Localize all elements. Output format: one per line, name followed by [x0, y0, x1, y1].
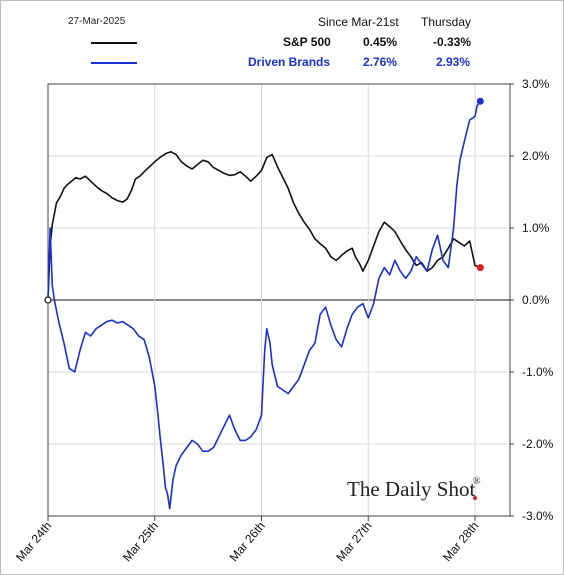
y-tick-label: -2.0% — [522, 437, 554, 451]
column-title-since: Since Mar-21st — [318, 15, 399, 29]
legend-since-sp500: 0.45% — [363, 35, 398, 49]
watermark-registered: ® — [473, 476, 481, 487]
watermark: The Daily Shot ® — [347, 476, 481, 501]
watermark-text: The Daily Shot — [347, 477, 475, 501]
gridlines — [48, 83, 510, 517]
chart-header: 27-Mar-2025 Since Mar-21st Thursday S&P … — [0, 0, 564, 80]
y-tick-label: 3.0% — [522, 77, 550, 91]
start-marker — [44, 296, 52, 304]
x-tick-label: Mar 28th — [440, 519, 481, 564]
y-tick-label: -3.0% — [522, 509, 554, 523]
x-tick-label: Mar 27th — [333, 519, 374, 564]
y-tick-label: 2.0% — [522, 149, 550, 163]
x-tick-label: Mar 26th — [227, 519, 268, 564]
y-tick-label: 0.0% — [522, 293, 550, 307]
series-endpoint-s-p-500 — [476, 264, 484, 272]
series-layer — [44, 97, 484, 510]
series-endpoint-driven-brands — [476, 97, 484, 105]
legend-thursday-sp500: -0.33% — [433, 35, 472, 49]
legend-since-driven-brands: 2.76% — [363, 55, 398, 69]
legend-thursday-driven-brands: 2.93% — [436, 55, 471, 69]
axes — [47, 83, 514, 521]
watermark-dot — [473, 496, 477, 500]
legend-line-driven-brands — [91, 62, 137, 64]
x-tick-label: Mar 25th — [120, 519, 161, 564]
legend-name-driven-brands: Driven Brands — [248, 55, 331, 69]
y-tick-label: 1.0% — [522, 221, 550, 235]
series-line-driven-brands — [47, 100, 481, 510]
series-line-s-p-500 — [47, 150, 481, 301]
legend-line-sp500 — [91, 42, 137, 44]
y-tick-label: -1.0% — [522, 365, 554, 379]
chart-date: 27-Mar-2025 — [68, 16, 126, 27]
legend-name-sp500: S&P 500 — [283, 35, 331, 49]
column-title-thursday: Thursday — [421, 15, 472, 29]
x-tick-label: Mar 24th — [13, 519, 54, 564]
